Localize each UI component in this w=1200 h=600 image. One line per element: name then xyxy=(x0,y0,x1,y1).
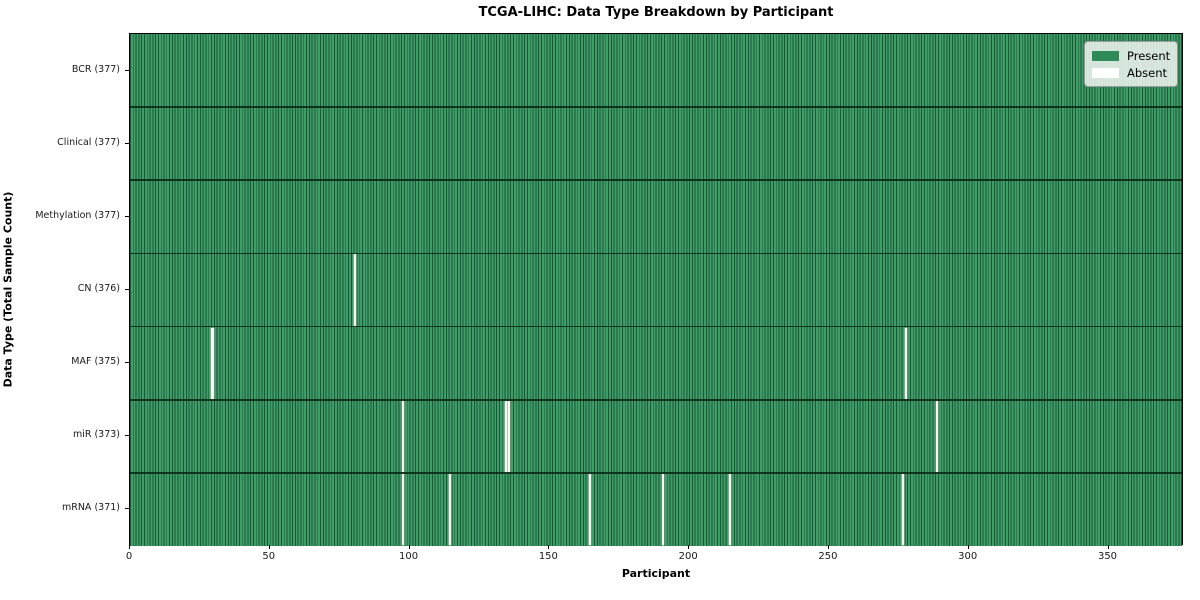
legend-swatch-absent xyxy=(1092,67,1119,78)
legend-swatch-present xyxy=(1092,50,1119,61)
y-tick-label-BCR: BCR (377) xyxy=(71,63,120,75)
x-axis-title: Participant xyxy=(621,567,691,580)
y-tick-label-MAF: MAF (375) xyxy=(71,356,120,368)
legend-label: Present xyxy=(1127,48,1171,63)
x-tick-label-300: 300 xyxy=(958,551,978,562)
x-tick-mark xyxy=(1107,545,1109,549)
x-tick-mark xyxy=(548,545,550,549)
row-separator xyxy=(130,472,1182,474)
y-tick-label-miR: miR (373) xyxy=(72,429,120,441)
heatmap-row-MAF xyxy=(130,326,1182,400)
y-tick-mark xyxy=(125,289,129,290)
absent-mark-miR-288 xyxy=(935,400,938,472)
x-tick-label-150: 150 xyxy=(538,551,558,562)
heatmap-row-miR xyxy=(130,399,1182,473)
legend-item-present: Present xyxy=(1092,47,1171,64)
y-tick-label-mRNA: mRNA (371) xyxy=(61,502,120,514)
absent-mark-miR-135 xyxy=(507,400,510,472)
absent-mark-CN-80 xyxy=(354,254,357,326)
absent-mark-MAF-277 xyxy=(904,327,907,399)
absent-mark-mRNA-97 xyxy=(401,473,404,545)
legend-item-absent: Absent xyxy=(1092,64,1169,81)
absent-mark-MAF-29 xyxy=(211,327,214,399)
heatmap-row-mRNA xyxy=(130,472,1182,546)
absent-mark-mRNA-214 xyxy=(728,473,731,545)
y-tick-label-Clinical: Clinical (377) xyxy=(57,136,120,148)
row-separator xyxy=(130,325,1182,328)
y-tick-mark xyxy=(125,215,129,217)
chart-title: TCGA-LIHC: Data Type Breakdown by Partic… xyxy=(478,5,834,20)
x-tick-mark xyxy=(827,545,829,549)
row-separator xyxy=(130,179,1182,182)
heatmap-row-CN xyxy=(130,253,1182,327)
legend: Present Absent xyxy=(1084,41,1178,87)
x-tick-mark xyxy=(967,545,969,549)
x-tick-mark xyxy=(268,545,270,549)
absent-mark-miR-97 xyxy=(401,400,404,472)
y-tick-mark xyxy=(125,362,129,364)
plot-area xyxy=(129,33,1183,546)
y-tick-mark xyxy=(125,69,129,71)
heatmap-row-BCR xyxy=(130,34,1182,108)
absent-mark-mRNA-164 xyxy=(588,473,591,545)
x-tick-label-100: 100 xyxy=(399,551,419,562)
x-tick-mark xyxy=(408,545,410,549)
x-tick-mark xyxy=(129,545,130,549)
heatmap-row-Clinical xyxy=(130,107,1182,181)
absent-mark-miR-134 xyxy=(504,400,508,472)
x-tick-mark xyxy=(688,545,690,549)
y-tick-mark xyxy=(125,142,129,144)
y-tick-mark xyxy=(125,435,129,437)
heatmap-row-Methylation xyxy=(130,180,1182,254)
y-tick-label-CN: CN (376) xyxy=(77,283,120,294)
row-separator xyxy=(130,106,1182,108)
x-tick-label-200: 200 xyxy=(678,551,698,562)
legend-label: Absent xyxy=(1127,65,1168,80)
absent-mark-mRNA-114 xyxy=(449,473,452,545)
x-tick-label-250: 250 xyxy=(818,551,838,562)
x-tick-label-350: 350 xyxy=(1097,551,1118,562)
absent-mark-mRNA-276 xyxy=(901,473,905,545)
y-tick-mark xyxy=(125,508,129,510)
x-tick-label-50: 50 xyxy=(262,551,276,562)
row-separator xyxy=(130,398,1182,401)
absent-mark-mRNA-190 xyxy=(661,473,664,545)
y-tick-label-Methylation: Methylation (377) xyxy=(35,209,120,221)
x-tick-label-0: 0 xyxy=(125,551,133,562)
row-separator xyxy=(130,252,1182,255)
